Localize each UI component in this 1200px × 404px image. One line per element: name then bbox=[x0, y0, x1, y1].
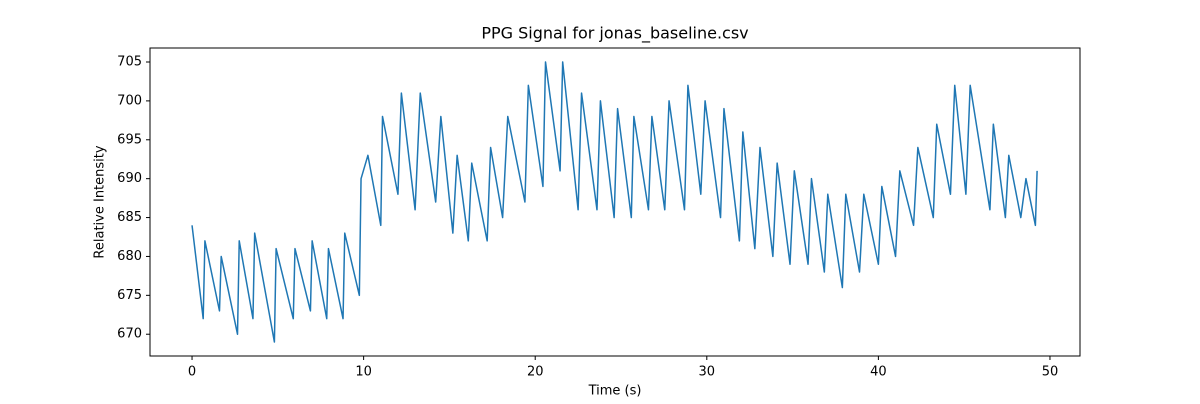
x-tick-label: 30 bbox=[699, 365, 716, 380]
x-tick-label: 40 bbox=[870, 365, 887, 380]
x-tick-label: 20 bbox=[527, 365, 544, 380]
y-tick-label: 685 bbox=[117, 210, 142, 225]
y-tick-label: 695 bbox=[117, 132, 142, 147]
line-series bbox=[191, 61, 1038, 343]
y-tick-label: 700 bbox=[117, 93, 142, 108]
y-axis-label: Relative Intensity bbox=[93, 145, 108, 258]
x-tick-label: 50 bbox=[1042, 365, 1059, 380]
y-tick-label: 680 bbox=[117, 249, 142, 264]
chart-title: PPG Signal for jonas_baseline.csv bbox=[481, 24, 748, 44]
x-tick-label: 10 bbox=[355, 365, 372, 380]
y-tick-label: 690 bbox=[117, 171, 142, 186]
y-tick-label: 705 bbox=[117, 55, 142, 70]
y-tick-label: 675 bbox=[117, 288, 142, 303]
y-tick-label: 670 bbox=[117, 327, 142, 342]
x-axis-label: Time (s) bbox=[588, 384, 642, 399]
axes-frame bbox=[149, 47, 1081, 357]
x-tick-label: 0 bbox=[188, 365, 196, 380]
